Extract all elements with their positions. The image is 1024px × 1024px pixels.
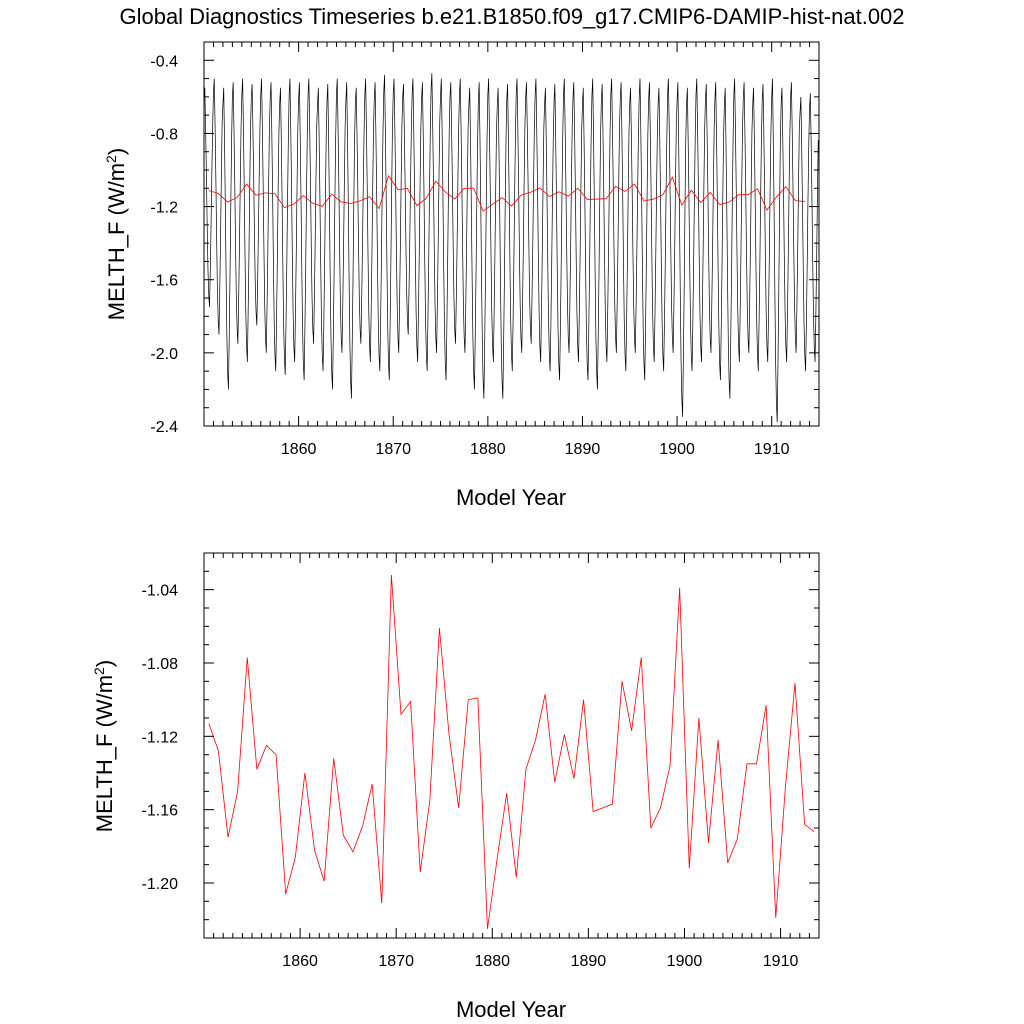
top-y-tick-label: -0.8 — [150, 126, 178, 143]
top-x-tick-label: 1860 — [281, 441, 317, 458]
top-y-tick-label: -2.0 — [150, 346, 178, 363]
bottom-x-tick-label: 1890 — [571, 953, 607, 970]
bottom-panel: 1860 1870 1880 1890 1900 1910 -1.04 -1.08 -1.12 -… — [91, 552, 820, 1022]
top-x-tick-label: 1890 — [565, 441, 601, 458]
bottom-ticks-group: 1860 1870 1880 1890 1900 1910 -1.04 -1.08 -1.12 -… — [142, 552, 820, 970]
top-y-tick-label: -2.4 — [150, 419, 178, 436]
top-x-tick-label: 1870 — [375, 441, 411, 458]
top-panel: 1860 1870 1880 1890 1900 1910 -0.4 -0.8 -1.2 -1.6… — [103, 41, 820, 510]
bottom-x-axis-title: Model Year — [456, 997, 566, 1022]
top-ticks-group: 1860 1870 1880 1890 1900 1910 -0.4 -0.8 -1.2 -1.6… — [150, 41, 820, 458]
top-series-line-1 — [208, 174, 805, 212]
top-plot-frame — [203, 41, 820, 427]
top-x-tick-label: 1880 — [470, 441, 506, 458]
bottom-x-tick-label: 1860 — [282, 953, 318, 970]
bottom-y-tick-label: -1.04 — [142, 583, 179, 600]
top-x-axis-title: Model Year — [456, 485, 566, 510]
top-y-tick-label: -1.2 — [150, 200, 178, 217]
bottom-plot-frame — [203, 552, 820, 939]
figure-title: Global Diagnostics Timeseries b.e21.B185… — [119, 4, 904, 29]
top-y-tick-label: -1.6 — [150, 273, 178, 290]
top-y-axis-title: MELTH_F (W/m2) — [103, 148, 129, 320]
bottom-x-tick-label: 1910 — [763, 953, 799, 970]
top-series-line-0 — [203, 73, 819, 423]
bottom-y-tick-label: -1.08 — [142, 656, 179, 673]
top-series-group — [203, 73, 819, 423]
bottom-x-tick-label: 1880 — [474, 953, 510, 970]
bottom-y-axis-title: MELTH_F (W/m2) — [91, 660, 117, 832]
bottom-y-tick-label: -1.12 — [142, 729, 179, 746]
bottom-series-line-0 — [208, 574, 815, 929]
bottom-y-tick-label: -1.16 — [142, 803, 179, 820]
top-y-tick-label: -0.4 — [150, 53, 178, 70]
bottom-series-group — [208, 574, 815, 929]
top-x-tick-label: 1910 — [754, 441, 790, 458]
top-x-tick-label: 1900 — [659, 441, 695, 458]
bottom-x-tick-label: 1900 — [667, 953, 703, 970]
bottom-y-tick-label: -1.20 — [142, 876, 179, 893]
bottom-x-tick-label: 1870 — [378, 953, 414, 970]
